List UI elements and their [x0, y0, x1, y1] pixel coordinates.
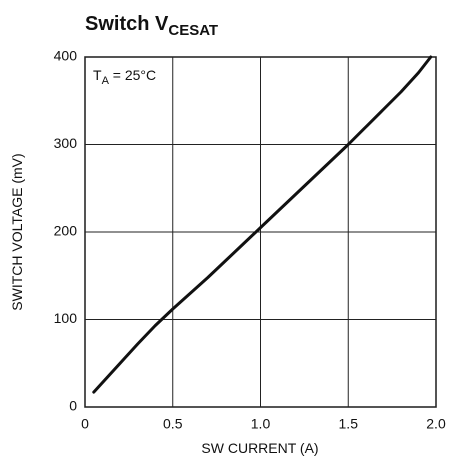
- y-tick-label: 100: [54, 310, 78, 326]
- title-text: Switch V: [85, 13, 169, 35]
- x-tick-label: 1.5: [339, 416, 359, 432]
- annotation-subscript: A: [102, 75, 110, 87]
- chart-title: Switch VCESAT: [85, 13, 218, 39]
- x-axis-label: SW CURRENT (A): [201, 440, 318, 456]
- y-tick-label: 200: [54, 223, 78, 239]
- y-tick-label: 0: [69, 398, 77, 414]
- annotation-text: T: [93, 67, 102, 83]
- data-line: [92, 55, 433, 394]
- x-tick-label: 2.0: [426, 416, 446, 432]
- x-tick-label: 0: [81, 416, 89, 432]
- y-tick-label: 400: [54, 48, 78, 64]
- annotation: TA = 25°C: [93, 67, 156, 87]
- x-tick-label: 0.5: [163, 416, 183, 432]
- y-tick-label: 300: [54, 135, 78, 151]
- x-tick-label: 1.0: [251, 416, 271, 432]
- title-subscript: CESAT: [168, 22, 218, 39]
- y-axis-label: SWITCH VOLTAGE (mV): [9, 153, 25, 310]
- annotation-suffix: = 25°C: [109, 67, 156, 83]
